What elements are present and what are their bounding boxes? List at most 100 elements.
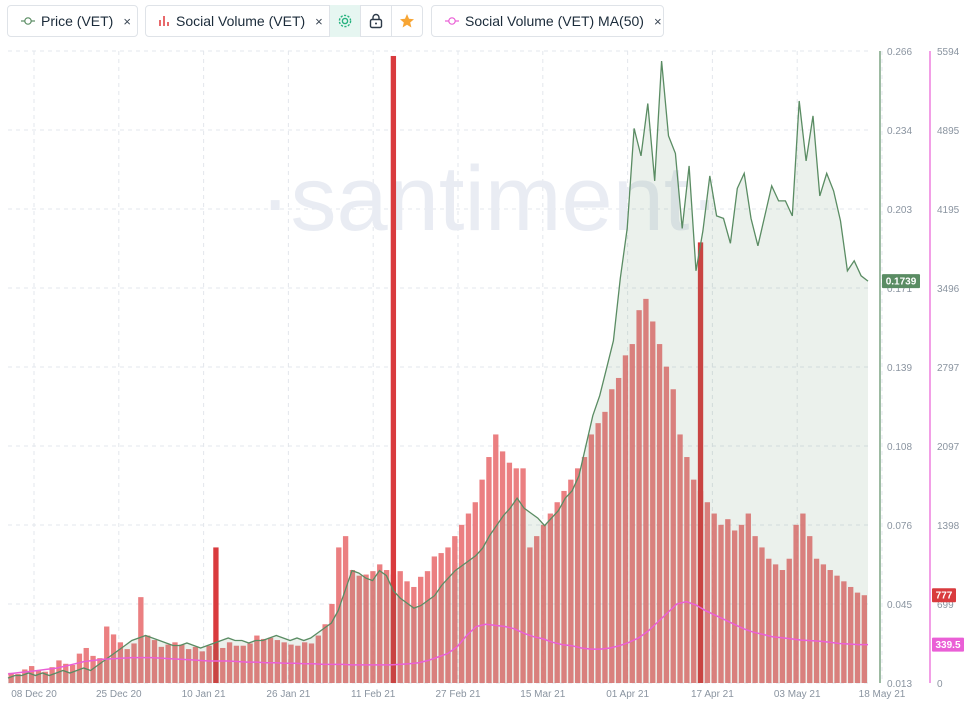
- lock-icon: [369, 13, 383, 29]
- volume-bar: [731, 530, 738, 683]
- favorite-button[interactable]: [390, 5, 422, 37]
- metric-chip-social-volume[interactable]: Social Volume (VET) ×: [145, 5, 423, 37]
- y-tick-label-volume: 3496: [937, 284, 960, 295]
- volume-bar: [192, 646, 199, 683]
- volume-bar: [786, 558, 792, 683]
- volume-bar: [609, 389, 615, 683]
- volume-bar: [261, 638, 267, 683]
- volume-bar: [725, 519, 731, 683]
- y-tick-label-price: 0.203: [887, 205, 912, 216]
- volume-bar: [677, 434, 683, 683]
- watermark: ·santiment·: [260, 148, 720, 250]
- volume-bar: [431, 556, 437, 683]
- volume-bar: [138, 597, 144, 683]
- price-line: [7, 60, 869, 679]
- volume-bar: [547, 513, 554, 683]
- y-tick-label-price: 0.108: [887, 442, 912, 453]
- volume-bar: [69, 664, 76, 683]
- volume-bar: [349, 570, 356, 683]
- y-tick-label-volume: 2097: [937, 442, 960, 453]
- x-tick-label: 11 Feb 21: [351, 689, 396, 700]
- volume-bar: [35, 670, 42, 683]
- y-tick-label-volume: 699: [937, 600, 954, 611]
- volume-bar: [63, 663, 69, 683]
- volume-bar: [656, 344, 663, 683]
- close-icon[interactable]: ×: [315, 13, 323, 29]
- volume-bar: [363, 574, 369, 683]
- volume-bar: [813, 558, 820, 683]
- metric-label: Social Volume (VET): [176, 13, 306, 29]
- ma-line: [7, 600, 868, 675]
- volume-bar: [493, 434, 499, 683]
- volume-bar: [445, 547, 451, 683]
- y-tick-label-price: 0.045: [887, 600, 912, 611]
- volume-bar: [472, 502, 478, 683]
- volume-bar: [220, 647, 226, 683]
- volume-bar: [76, 653, 83, 683]
- volume-bar: [506, 462, 513, 683]
- volume-bar: [295, 645, 301, 683]
- volume-bar: [554, 502, 560, 683]
- current-price-badge: 0.1739: [882, 274, 920, 289]
- settings-icon: [338, 14, 352, 28]
- volume-bar: [575, 468, 581, 683]
- volume-bar: [336, 547, 342, 683]
- y-tick-label-price: 0.266: [887, 47, 912, 58]
- volume-bar: [356, 575, 362, 683]
- volume-bar: [97, 658, 103, 683]
- volume-bar: [22, 669, 28, 683]
- current-volume-badge: 777: [932, 588, 956, 603]
- volume-bar: [684, 457, 690, 683]
- volume-bar: [83, 647, 89, 683]
- volume-bar: [247, 643, 253, 683]
- volume-bar: [595, 423, 601, 683]
- volume-bar: [534, 536, 540, 683]
- close-icon[interactable]: ×: [653, 13, 662, 29]
- metric-chip-social-volume-ma[interactable]: Social Volume (VET) MA(50) ×: [431, 5, 664, 37]
- volume-bar: [486, 457, 492, 683]
- volume-bar: [752, 536, 758, 683]
- metric-label: Price (VET): [41, 13, 114, 29]
- badge-bg: [932, 637, 964, 652]
- volume-bar: [820, 564, 827, 683]
- volume-bar: [179, 644, 185, 683]
- volume-bar: [520, 468, 526, 683]
- y-tick-label-volume: 5594: [937, 47, 960, 58]
- volume-bar: [240, 645, 246, 683]
- volume-bar: [636, 310, 642, 683]
- volume-bar: [42, 671, 48, 683]
- volume-bar: [233, 645, 240, 683]
- current-ma-badge: 339.5: [932, 637, 964, 652]
- volume-bar: [841, 581, 847, 683]
- volume-bar: [854, 592, 861, 683]
- volume-bar: [124, 649, 130, 683]
- metric-chip-price[interactable]: Price (VET) ×: [7, 5, 138, 37]
- x-tick-label: 08 Dec 20: [11, 689, 57, 700]
- lock-button[interactable]: [359, 5, 391, 37]
- close-icon[interactable]: ×: [123, 13, 131, 29]
- x-tick-label: 27 Feb 21: [435, 689, 480, 700]
- volume-bar: [158, 646, 164, 683]
- x-tick-label: 10 Jan 21: [182, 689, 226, 700]
- volume-bar: [766, 558, 772, 683]
- volume-bar: [172, 642, 178, 683]
- volume-bar: [772, 564, 779, 683]
- y-tick-label-price: 0.139: [887, 363, 912, 374]
- volume-bar: [861, 595, 867, 683]
- volume-bar: [561, 490, 567, 683]
- volume-bar: [329, 603, 335, 683]
- volume-bar: [650, 321, 656, 683]
- badge-text: 777: [936, 591, 953, 602]
- settings-button[interactable]: [328, 5, 360, 37]
- y-tick-label-price: 0.234: [887, 126, 912, 137]
- chart-canvas[interactable]: 0.266 0.234 0.203 0.171 0.139 0.108 0.076 0.045…: [0, 45, 969, 701]
- volume-bar: [274, 640, 281, 683]
- volume-bar: [315, 635, 321, 683]
- volume-bar: [151, 640, 158, 683]
- metric-label: Social Volume (VET) MA(50): [465, 13, 644, 29]
- x-tick-label: 17 Apr 21: [691, 689, 734, 700]
- volume-bar-spike: [390, 55, 397, 683]
- volume-bar: [131, 643, 137, 683]
- volume-bar: [452, 536, 458, 683]
- volume-bar: [424, 571, 431, 683]
